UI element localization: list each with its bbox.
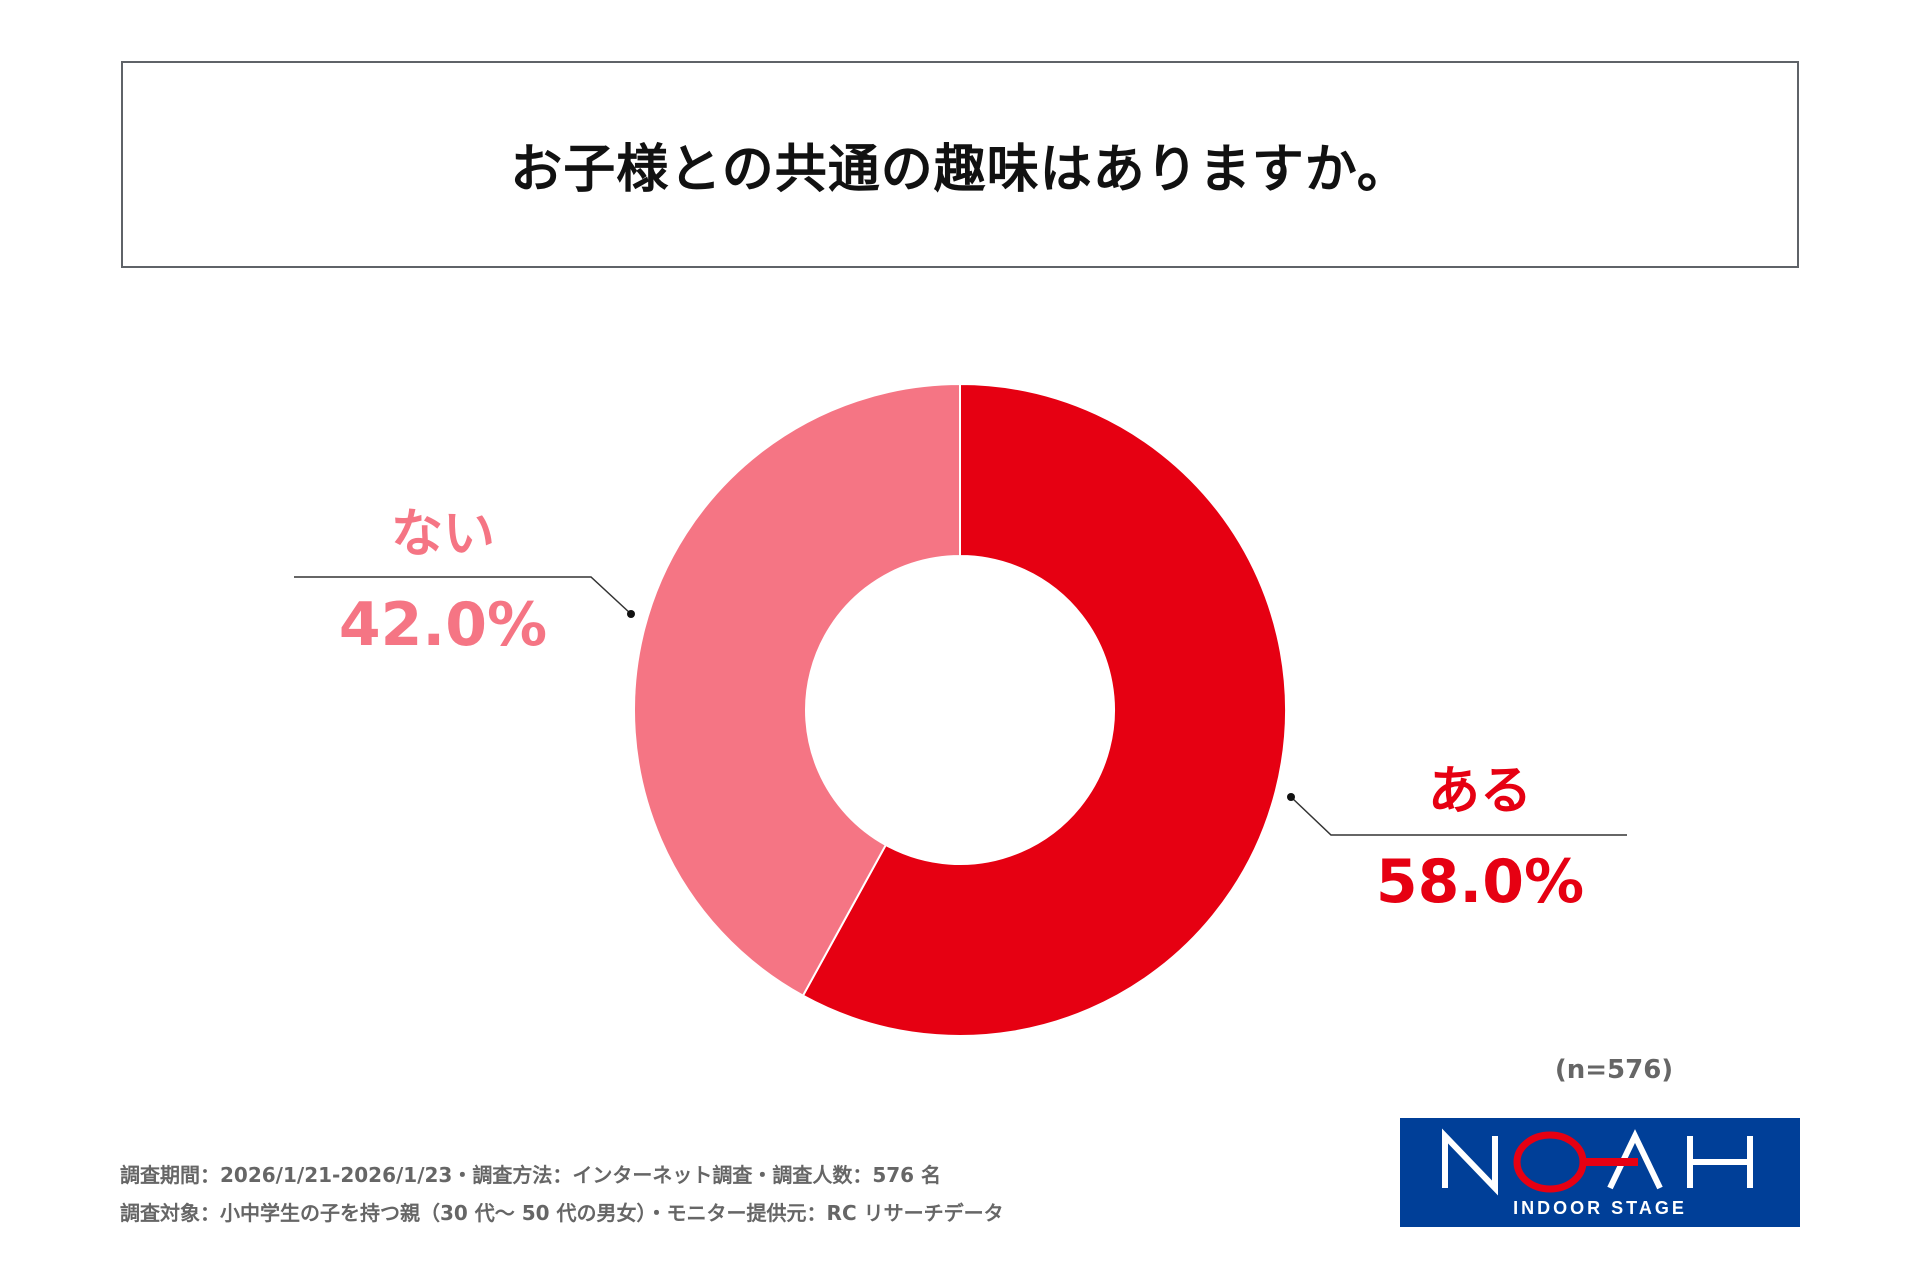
donut-slice-1 [633, 382, 961, 998]
value-nai: 42.0% [338, 590, 548, 660]
sample-size: (n=576) [1554, 1055, 1674, 1085]
leader-dot-aru [1287, 793, 1295, 801]
chart-title: お子様との共通の趣味はありますか。 [510, 140, 1410, 200]
leader-line-aru [1290, 796, 1627, 836]
survey-target-note: 調査対象：小中学生の子を持つ親（30 代～ 50 代の男女）・モニター提供元：R… [120, 1201, 1004, 1225]
noah-logo: INDOOR STAGE [1400, 1118, 1800, 1227]
donut-slice-0 [801, 382, 1287, 1037]
logo-subtext: INDOOR STAGE [1513, 1198, 1687, 1218]
label-nai: ない [390, 504, 496, 565]
label-aru: ある [1427, 761, 1533, 822]
title-box: お子様との共通の趣味はありますか。 [121, 61, 1799, 268]
value-aru: 58.0% [1375, 847, 1585, 917]
leader-dot-nai [627, 610, 635, 618]
survey-period-note: 調査期間：2026/1/21-2026/1/23・調査方法：インターネット調査・… [120, 1163, 942, 1187]
leader-line-nai [294, 576, 632, 615]
